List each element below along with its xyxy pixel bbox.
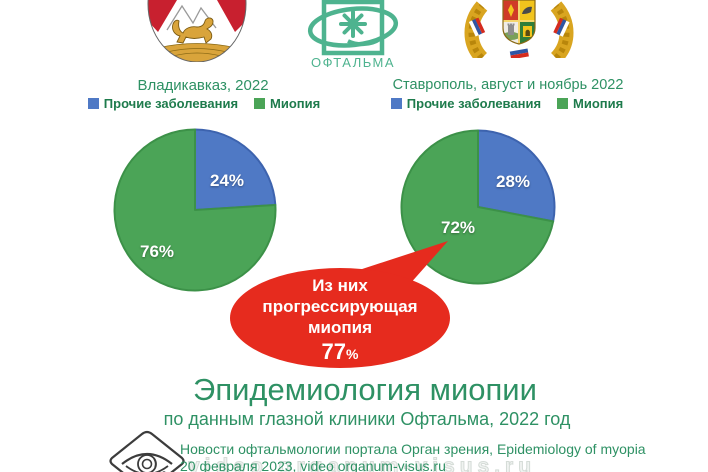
pie-value-stavropol-other: 28% bbox=[495, 172, 531, 191]
page-subtitle: по данным глазной клиники Офтальма, 2022… bbox=[163, 409, 571, 429]
oftalma-logo: ОФТАЛЬМА bbox=[305, 0, 401, 72]
footer-source-line1: Новости офтальмологии портала Орган зрен… bbox=[180, 441, 646, 457]
stavropol-coat-of-arms-icon bbox=[458, 0, 580, 63]
oftalma-logo-icon bbox=[307, 0, 399, 56]
callout-line3: миопия bbox=[307, 318, 373, 337]
legend-vladikavkaz: Прочие заболевания Миопия bbox=[87, 96, 320, 111]
legend-item-myopia: Миопия bbox=[557, 96, 623, 111]
callout-value: 77% bbox=[321, 339, 359, 364]
page-title: Эпидемиология миопии bbox=[193, 372, 537, 407]
legend-item-other: Прочие заболевания bbox=[390, 96, 542, 111]
callout-text: Из них прогрессирующая миопия 77% bbox=[240, 275, 440, 366]
pie-value-vladikavkaz-other: 24% bbox=[209, 171, 245, 190]
legend-label-myopia: Миопия bbox=[573, 96, 624, 111]
organ-zreniya-eye-icon bbox=[108, 428, 192, 472]
pie-chart-vladikavkaz bbox=[113, 128, 277, 292]
pie-value-vladikavkaz-myopia: 76% bbox=[139, 242, 175, 261]
callout-line2: прогрессирующая bbox=[262, 297, 418, 316]
chart-title-stavropol: Ставрополь, август и ноябрь 2022 bbox=[392, 77, 624, 93]
legend-label-other: Прочие заболевания bbox=[103, 96, 239, 111]
callout-line1: Из них bbox=[312, 276, 368, 295]
legend-swatch-blue bbox=[87, 98, 99, 109]
footer-source-line2: 20 февраля 2023, video organum-visus.ru bbox=[180, 458, 446, 472]
legend-stavropol: Прочие заболевания Миопия bbox=[390, 96, 623, 111]
pie-value-stavropol-myopia: 72% bbox=[440, 218, 476, 237]
legend-label-other: Прочие заболевания bbox=[406, 96, 542, 111]
oftalma-label: ОФТАЛЬМА bbox=[310, 55, 395, 70]
legend-label-myopia: Миопия bbox=[270, 96, 321, 111]
legend-swatch-green bbox=[254, 98, 266, 109]
chart-title-vladikavkaz: Владикавказ, 2022 bbox=[137, 77, 269, 94]
legend-swatch-blue bbox=[390, 98, 402, 109]
vladikavkaz-coat-of-arms-icon bbox=[147, 0, 247, 63]
legend-item-other: Прочие заболевания bbox=[87, 96, 239, 111]
callout-bubble bbox=[230, 241, 450, 368]
legend-swatch-green bbox=[557, 98, 569, 109]
legend-item-myopia: Миопия bbox=[254, 96, 320, 111]
watermark-text: video organum-visus.ru bbox=[188, 455, 537, 472]
